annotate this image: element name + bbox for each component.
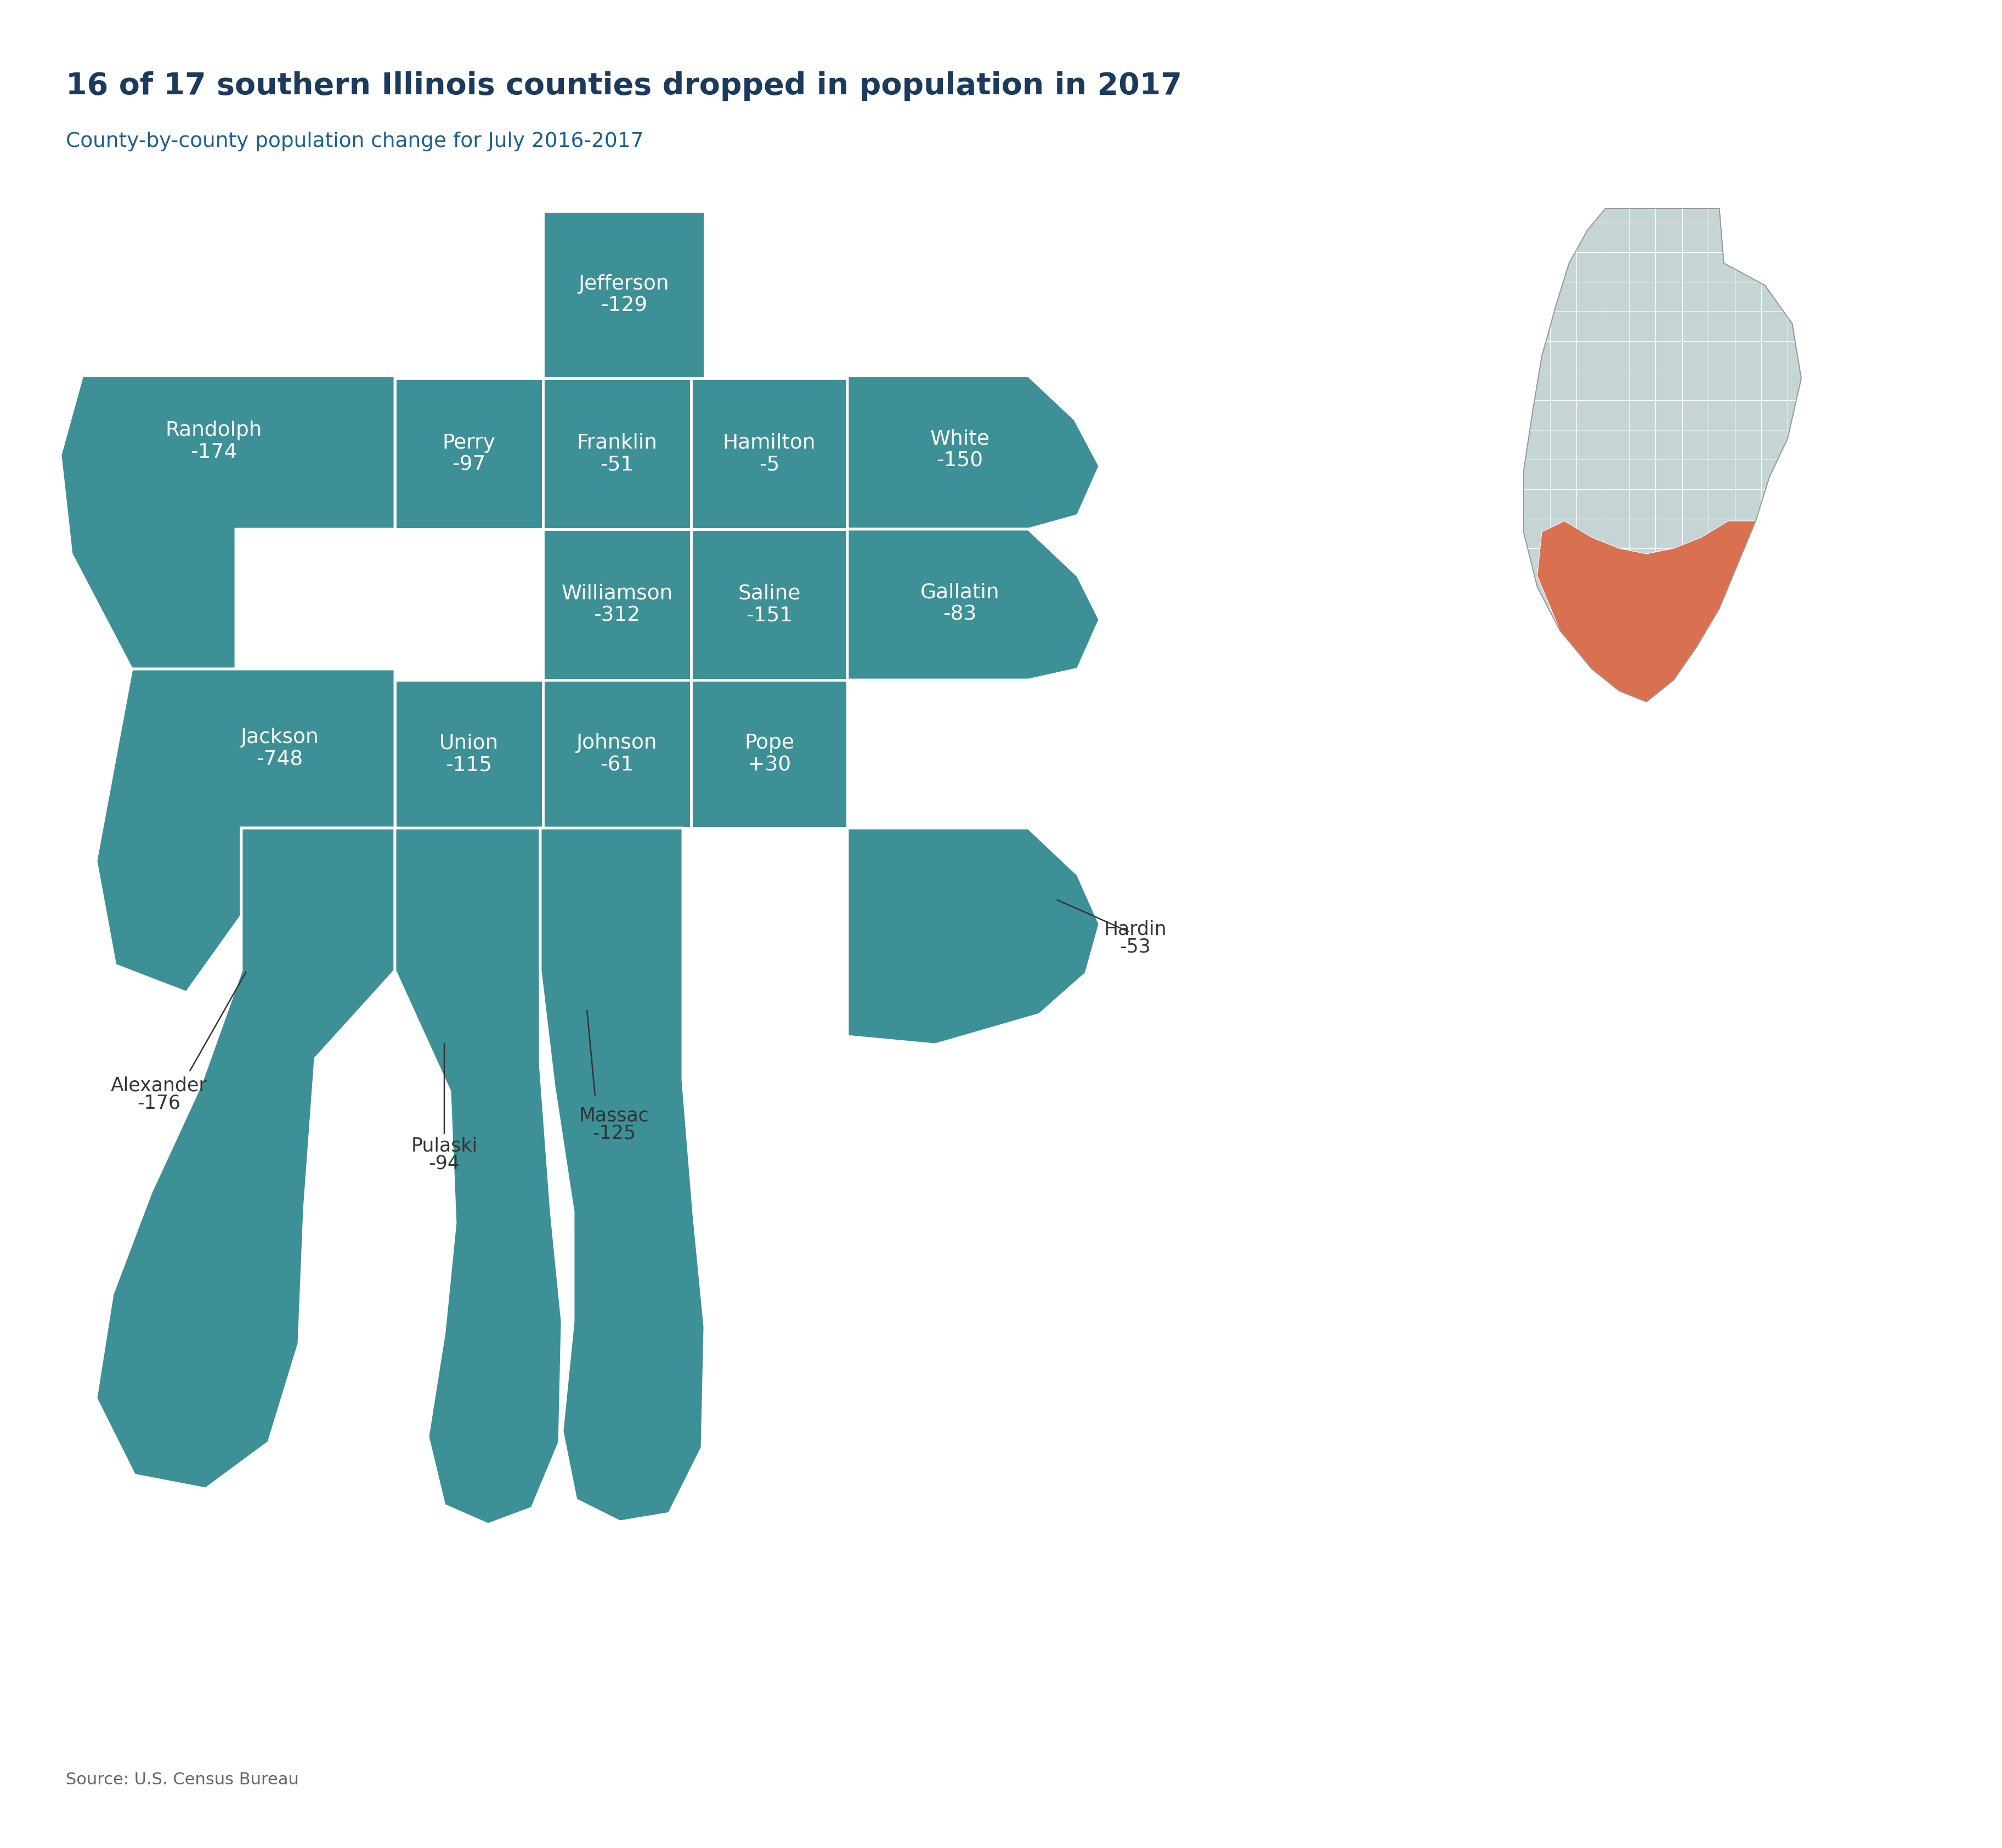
Text: -125: -125 <box>593 1124 637 1142</box>
Polygon shape <box>1524 209 1802 702</box>
Text: -129: -129 <box>601 296 647 316</box>
Text: 16 of 17 southern Illinois counties dropped in population in 2017: 16 of 17 southern Illinois counties drop… <box>66 72 1181 102</box>
Text: -5: -5 <box>759 455 779 475</box>
Polygon shape <box>847 375 1099 529</box>
Text: Hamilton: Hamilton <box>723 432 815 453</box>
Text: -94: -94 <box>428 1153 460 1172</box>
Text: Williamson: Williamson <box>561 584 673 604</box>
Text: Franklin: Franklin <box>577 432 657 453</box>
Bar <box>543 211 705 379</box>
Text: -83: -83 <box>943 604 977 625</box>
Text: Union: Union <box>438 734 498 752</box>
Text: -176: -176 <box>138 1094 180 1112</box>
Text: -312: -312 <box>595 606 641 625</box>
Bar <box>394 379 543 529</box>
Bar <box>543 379 691 529</box>
Text: Massac: Massac <box>579 1107 649 1125</box>
Polygon shape <box>1538 521 1756 702</box>
Text: Pope: Pope <box>745 734 795 752</box>
Polygon shape <box>60 375 394 669</box>
Text: Saline: Saline <box>739 584 801 604</box>
Text: +30: +30 <box>747 756 791 774</box>
Polygon shape <box>541 828 705 1521</box>
Text: Hardin: Hardin <box>1103 920 1167 939</box>
Text: -53: -53 <box>1119 937 1151 955</box>
Text: -174: -174 <box>190 442 238 462</box>
Bar <box>691 529 847 680</box>
Text: Johnson: Johnson <box>577 734 657 752</box>
Text: Source: U.S. Census Bureau: Source: U.S. Census Bureau <box>66 1772 298 1787</box>
Text: Perry: Perry <box>442 432 496 453</box>
Polygon shape <box>96 828 394 1489</box>
Bar <box>543 680 691 828</box>
Polygon shape <box>96 669 394 992</box>
Text: Jefferson: Jefferson <box>579 274 669 294</box>
Text: Alexander: Alexander <box>110 1076 208 1094</box>
Text: Pulaski: Pulaski <box>410 1137 478 1155</box>
Text: -51: -51 <box>601 455 635 475</box>
Polygon shape <box>847 529 1099 680</box>
Bar <box>543 529 691 680</box>
Bar <box>394 680 543 828</box>
Text: -97: -97 <box>452 455 486 475</box>
Text: County-by-county population change for July 2016-2017: County-by-county population change for J… <box>66 131 645 152</box>
Polygon shape <box>394 828 563 1525</box>
Text: -748: -748 <box>256 750 302 769</box>
Text: -115: -115 <box>446 756 492 774</box>
Text: -61: -61 <box>601 756 635 774</box>
Polygon shape <box>847 828 1099 1044</box>
Bar <box>691 379 847 529</box>
Text: -150: -150 <box>937 451 983 471</box>
Text: -151: -151 <box>747 606 793 625</box>
Text: Randolph: Randolph <box>166 421 262 440</box>
Text: Jackson: Jackson <box>240 728 318 747</box>
Text: Gallatin: Gallatin <box>921 582 999 602</box>
Text: White: White <box>931 429 989 449</box>
Bar <box>691 680 847 828</box>
